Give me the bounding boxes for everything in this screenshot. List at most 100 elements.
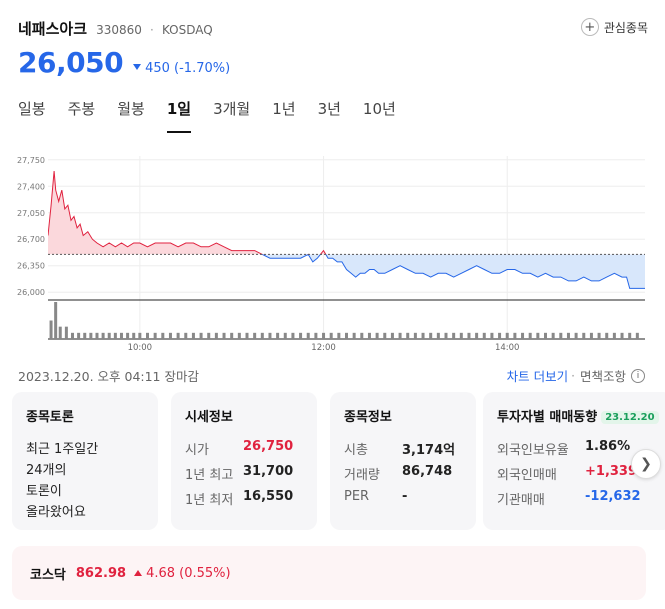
- volume-bar: [268, 332, 272, 339]
- stock-info-card[interactable]: 종목정보 시총 3,174억 거래량 86,748 PER -: [330, 392, 476, 530]
- investor-card[interactable]: 투자자별 매매동향 23.12.20 외국인보유율 1.86% 외국인매매 +1,…: [483, 392, 665, 530]
- market-info-row: 시가 26,750: [185, 439, 303, 458]
- tab-1year[interactable]: 1년: [272, 100, 296, 118]
- stock-info-row: 시총 3,174억: [344, 439, 462, 458]
- row-value: 1.86%: [585, 439, 631, 454]
- volume-bar: [199, 332, 203, 339]
- tab-monthly[interactable]: 월봉: [117, 100, 145, 118]
- stock-info-title: 종목정보: [344, 410, 392, 425]
- volume-bar: [291, 332, 295, 339]
- volume-bar: [230, 332, 234, 339]
- discussion-card[interactable]: 종목토론 최근 1주일간 24개의 토론이 올라왔어요: [12, 392, 158, 530]
- volume-bar: [168, 332, 172, 339]
- volume-bar: [161, 332, 165, 339]
- x-tick-label: 10:00: [128, 343, 153, 350]
- y-tick-label: 27,400: [17, 182, 45, 191]
- volume-bar: [345, 332, 348, 339]
- volume-bar: [597, 332, 601, 339]
- disclaimer-link[interactable]: 면책조항: [579, 369, 626, 384]
- discussion-title: 종목토론: [26, 410, 74, 425]
- volume-bar: [383, 332, 387, 339]
- date-badge: 23.12.20: [601, 411, 659, 424]
- volume-bar: [138, 332, 142, 339]
- row-value: -12,632: [585, 489, 641, 504]
- volume-bar: [566, 332, 570, 339]
- tab-3months[interactable]: 3개월: [213, 100, 251, 118]
- index-value: 862.98: [75, 565, 127, 581]
- row-value: +1,339: [585, 464, 638, 479]
- volume-bar: [375, 332, 379, 339]
- info-icon[interactable]: i: [631, 368, 645, 383]
- y-tick-label: 27,750: [17, 156, 45, 165]
- price-change: 450 (-1.70%): [133, 61, 230, 76]
- volume-bar: [628, 332, 632, 339]
- stock-info-row: PER -: [344, 489, 462, 504]
- volume-bar: [153, 332, 157, 339]
- volume-bar: [253, 332, 257, 339]
- x-tick-label: 12:00: [311, 343, 336, 350]
- volume-bar: [528, 332, 532, 339]
- chart-more-link[interactable]: 차트 더보기: [506, 369, 569, 384]
- volume-bar: [406, 332, 410, 339]
- volume-bar: [58, 326, 62, 339]
- tab-daily[interactable]: 일봉: [18, 100, 46, 118]
- volume-bar: [95, 332, 99, 339]
- volume-bar: [605, 332, 609, 339]
- investor-row: 외국인매매 +1,339: [497, 464, 659, 483]
- tab-3years[interactable]: 3년: [317, 100, 341, 118]
- discussion-summary: 최근 1주일간 24개의 토론이 올라왔어요: [26, 439, 144, 523]
- volume-bar: [452, 332, 456, 339]
- market-info-title: 시세정보: [185, 410, 233, 425]
- price-row: 26,050 450 (-1.70%): [18, 46, 230, 79]
- volume-bar: [329, 332, 333, 339]
- row-key: 시총: [344, 443, 368, 458]
- tab-weekly[interactable]: 주봉: [67, 100, 96, 118]
- watchlist-label: 관심종목: [603, 20, 648, 35]
- investor-title-text: 투자자별 매매동향: [497, 410, 598, 425]
- chart-links: 차트 더보기 · 면책조항 i: [507, 366, 645, 385]
- discussion-line: 최근 1주일간: [26, 442, 99, 457]
- index-change: 4.68 (0.55%): [134, 566, 231, 581]
- volume-bar: [77, 332, 81, 339]
- index-name: 코스닥: [30, 567, 66, 583]
- volume-bar: [490, 332, 494, 339]
- area-down: [262, 254, 645, 289]
- y-tick-label: 26,350: [17, 262, 45, 271]
- stock-header: 네패스아크 330860 · KOSDAQ + 관심종목: [18, 18, 648, 42]
- volume-bar: [184, 332, 188, 339]
- volume-bar: [467, 332, 471, 339]
- volume-bar: [83, 332, 87, 339]
- volume-bar: [436, 332, 440, 339]
- volume-bar: [544, 332, 547, 339]
- volume-bar: [390, 332, 394, 339]
- price-change-percent: (-1.70%): [174, 61, 231, 76]
- intraday-chart[interactable]: 27,750 27,400 27,050 26,700 26,350 26,000 10:0…: [0, 140, 665, 350]
- row-key: 기관매매: [497, 493, 545, 508]
- volume-bar: [132, 332, 136, 339]
- row-key: 외국인매매: [497, 468, 557, 483]
- volume-bar: [276, 332, 280, 339]
- kosdaq-index-bar[interactable]: 코스닥 862.98 4.68 (0.55%): [12, 546, 646, 600]
- row-key: 거래량: [344, 468, 380, 483]
- row-value: -: [402, 489, 408, 504]
- area-up: [48, 171, 645, 255]
- market-info-card[interactable]: 시세정보 시가 26,750 1년 최고 31,700 1년 최저 16,550: [171, 392, 317, 530]
- index-change-percent: (0.55%): [179, 565, 231, 581]
- watchlist-button[interactable]: + 관심종목: [580, 18, 648, 36]
- volume-bar: [367, 332, 371, 339]
- volume-bar: [551, 332, 555, 339]
- tab-10years[interactable]: 10년: [362, 100, 396, 118]
- volume-bar: [498, 332, 502, 339]
- volume-bar: [536, 332, 540, 339]
- volume-bar: [620, 332, 624, 339]
- row-value: 26,750: [243, 439, 294, 454]
- volume-bar: [612, 332, 616, 339]
- market-name: KOSDAQ: [161, 23, 213, 37]
- volume-bar: [352, 332, 356, 339]
- volume-bar: [260, 332, 264, 339]
- chevron-right-icon[interactable]: ❯: [631, 449, 661, 479]
- volume-bar: [89, 332, 93, 339]
- volume-bar: [119, 332, 123, 339]
- stock-code: 330860: [96, 23, 142, 37]
- tab-1day[interactable]: 1일: [166, 98, 192, 133]
